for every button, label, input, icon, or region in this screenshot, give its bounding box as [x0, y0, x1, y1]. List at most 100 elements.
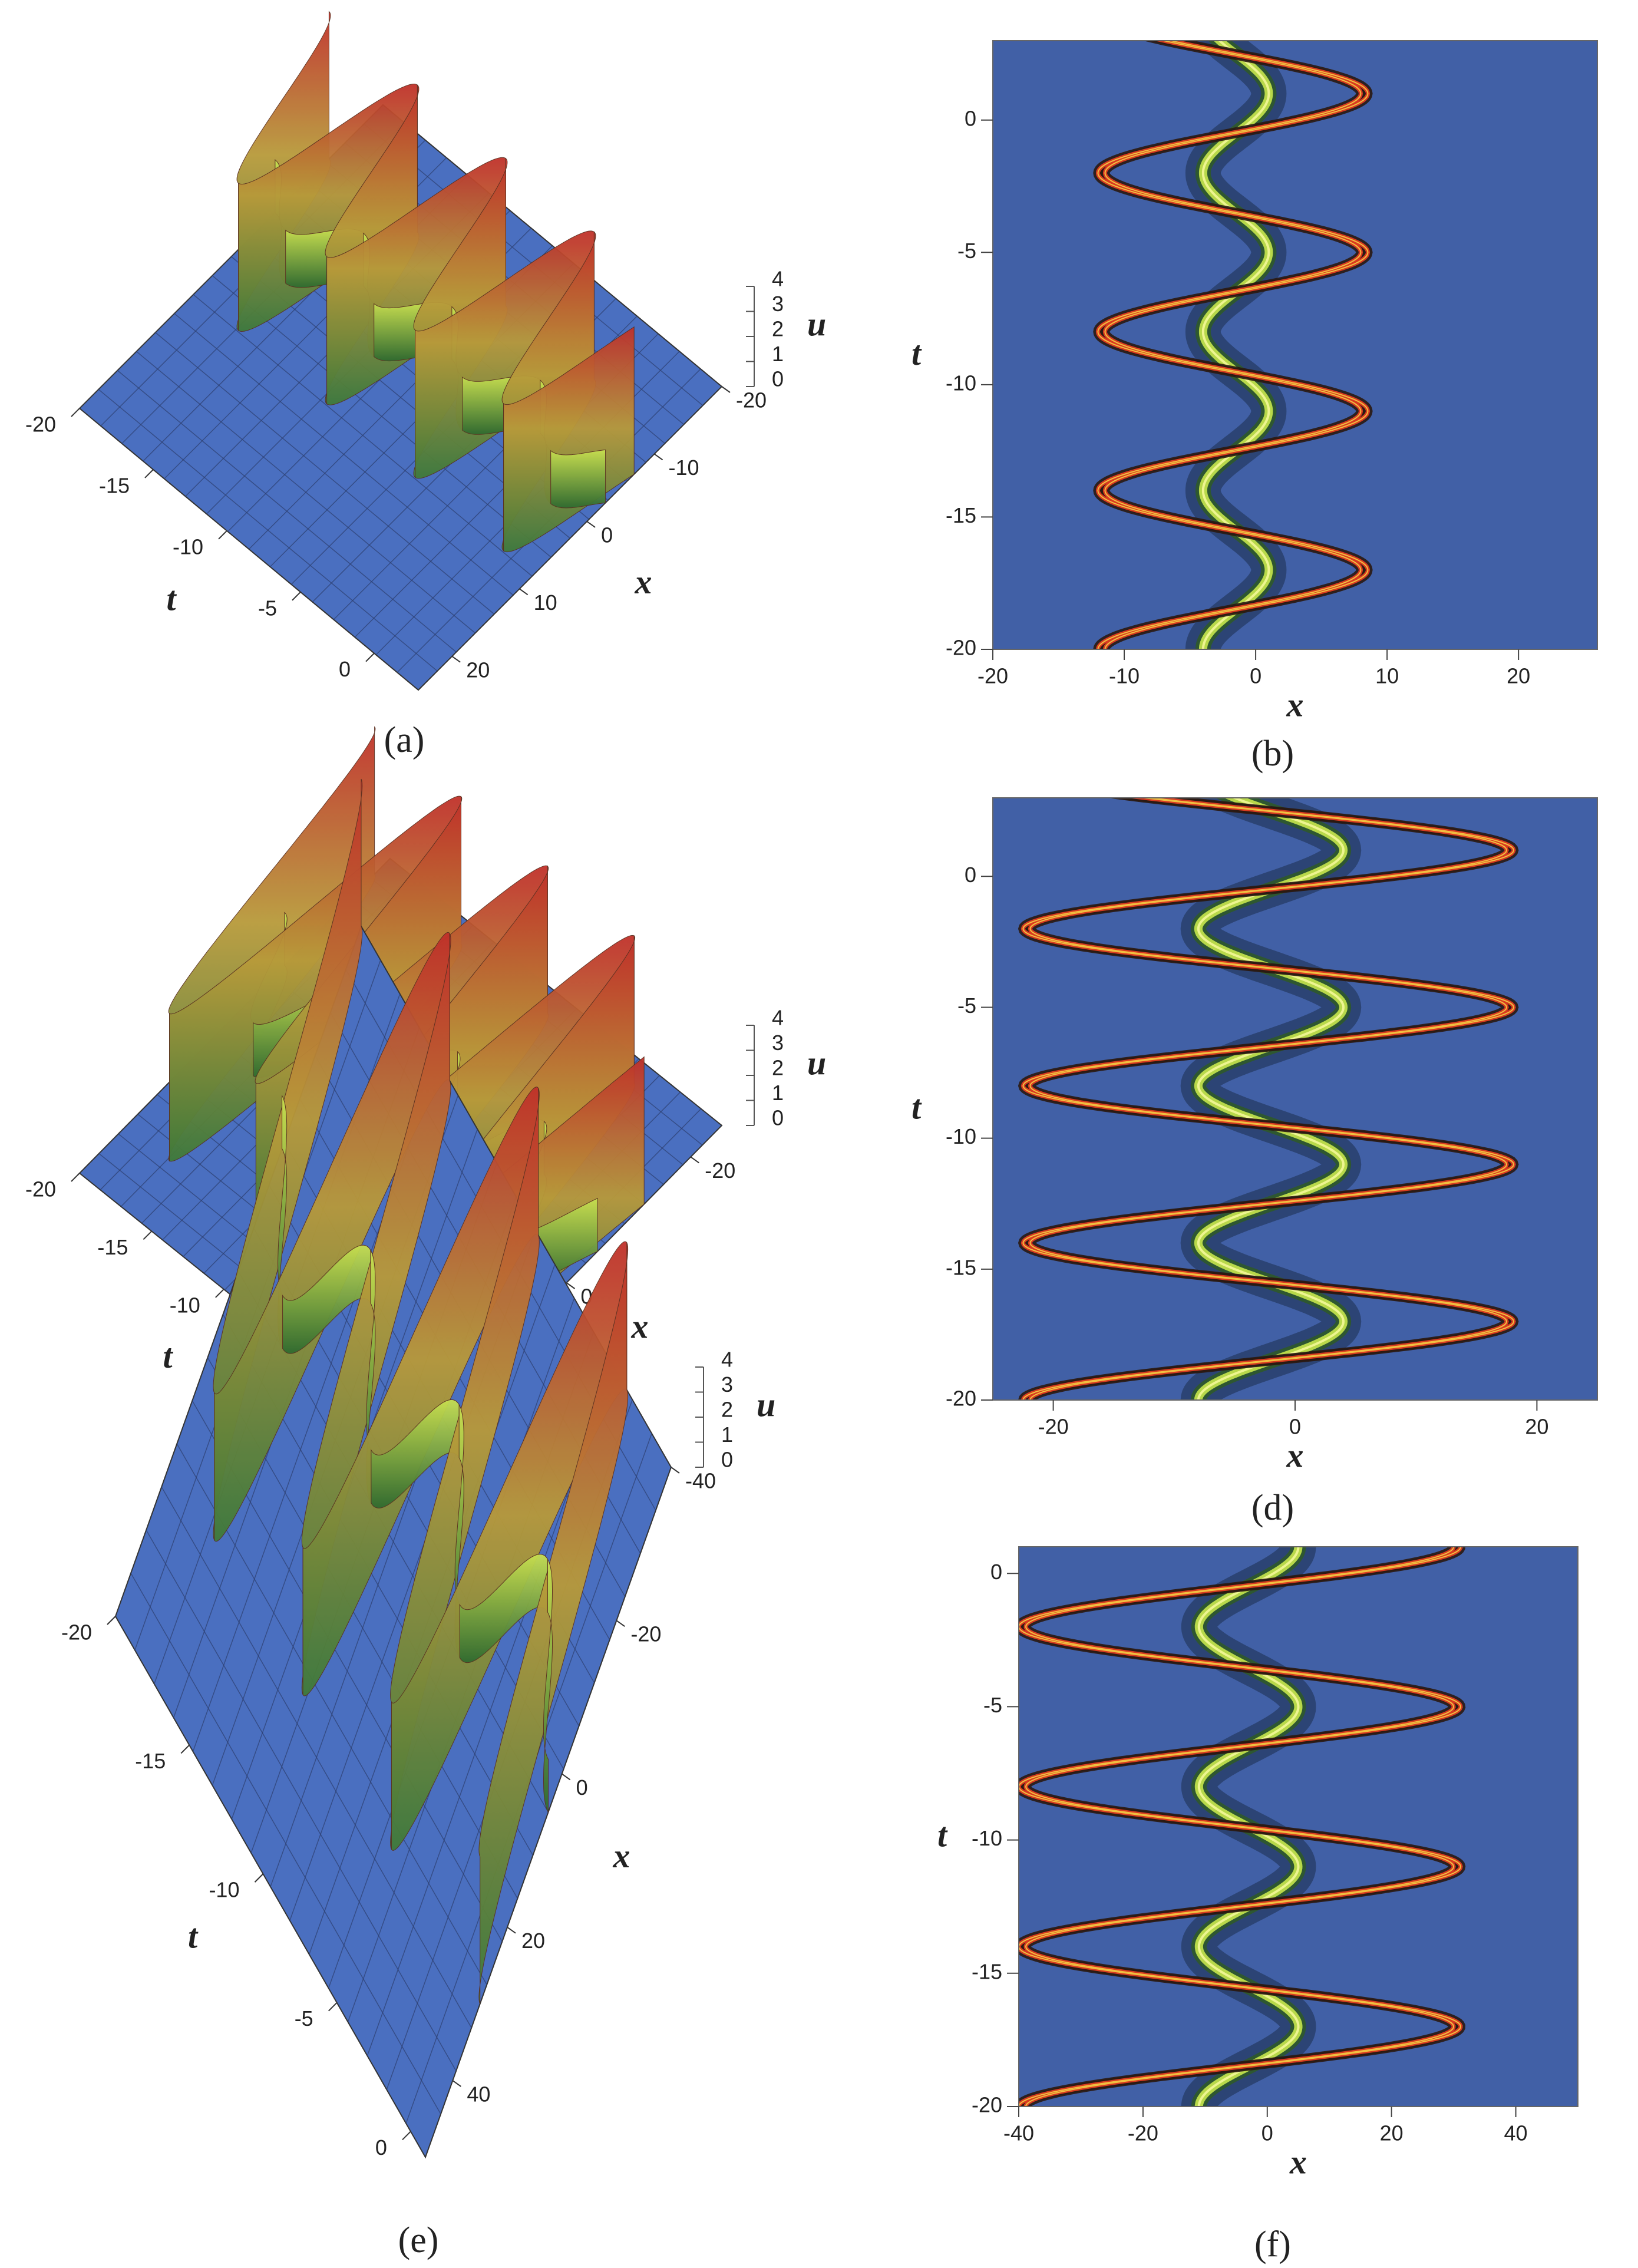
x-tick-label: -40: [685, 1469, 716, 1493]
y-tick-label: -5: [258, 596, 277, 620]
y-tick: [107, 1616, 116, 1625]
outer-soliton: [1029, 798, 1515, 1400]
z-tick-label: 2: [772, 317, 784, 341]
y-tick-label: -15: [135, 1749, 166, 1773]
y-tick-label: -15: [97, 1235, 128, 1259]
outer-soliton: [1097, 41, 1362, 649]
inner-soliton: [1201, 41, 1270, 649]
x-tick: [451, 655, 461, 663]
x-axis-label: x: [1286, 685, 1304, 724]
z-tick-label: 4: [772, 1006, 784, 1030]
y-tick-label: 0: [965, 106, 976, 130]
x-tick: [616, 1620, 625, 1627]
y-tick: [292, 592, 301, 601]
z-tick-label: 3: [721, 1372, 733, 1397]
x-tick-label: 20: [1507, 664, 1530, 688]
z-tick-label: 0: [772, 1106, 784, 1130]
panel-label: (f): [1254, 2224, 1291, 2264]
x-tick: [566, 1282, 576, 1289]
frame: [1018, 1546, 1578, 2107]
x-tick-label: 10: [1375, 664, 1399, 688]
z-tick-label: 4: [772, 267, 784, 291]
x-tick-label: 20: [466, 658, 490, 682]
y-tick-label: -5: [983, 1693, 1002, 1717]
y-tick-label: -5: [957, 993, 976, 1018]
y-tick-label: -15: [99, 473, 130, 497]
y-tick: [143, 1230, 153, 1240]
field: [1018, 798, 1519, 1400]
x-axis-label: x: [635, 563, 652, 601]
y-axis-label: t: [167, 579, 177, 618]
plot-area: [993, 41, 1597, 649]
x-tick-label: -20: [1038, 1415, 1069, 1439]
y-tick-label: -10: [972, 1826, 1002, 1850]
inner-soliton: [1197, 798, 1345, 1400]
y-tick: [328, 2002, 338, 2012]
outer-soliton: [1022, 798, 1508, 1400]
outer-soliton: [1104, 41, 1369, 649]
z-tick-label: 1: [772, 342, 784, 366]
z-axis-label: u: [807, 305, 826, 343]
soliton-wall: [478, 1242, 629, 2004]
y-tick: [144, 469, 154, 478]
field: [1019, 1547, 1466, 2107]
z-tick-label: 1: [772, 1081, 784, 1105]
z-tick-label: 0: [772, 367, 784, 391]
z-tick-label: 0: [721, 1448, 733, 1472]
frame: [992, 40, 1598, 650]
y-tick-label: -15: [972, 1959, 1002, 1983]
x-tick: [519, 588, 529, 596]
x-tick: [562, 1773, 571, 1781]
x-axis-label: x: [631, 1307, 649, 1345]
panel-label: (a): [384, 720, 425, 760]
y-tick: [71, 1173, 80, 1182]
y-tick-label: -10: [170, 1293, 200, 1317]
x-tick-label: -10: [669, 455, 699, 480]
x-tick: [690, 1156, 699, 1164]
z-tick-label: 3: [772, 292, 784, 316]
y-tick: [215, 1289, 224, 1298]
x-tick-label: 20: [1380, 2121, 1403, 2145]
x-tick-label: -10: [1109, 664, 1140, 688]
y-tick: [71, 408, 80, 417]
soliton-ridge: [543, 1559, 553, 1813]
x-tick-label: -20: [1128, 2121, 1158, 2145]
y-axis-label: t: [912, 334, 922, 372]
y-tick-label: -20: [25, 1177, 56, 1201]
z-axis-label: u: [807, 1044, 826, 1082]
x-tick: [507, 1926, 516, 1934]
y-tick-label: -5: [295, 2006, 313, 2031]
x-tick: [671, 1467, 680, 1474]
panel-label: (e): [398, 2220, 439, 2260]
x-tick: [653, 453, 663, 461]
y-tick-label: -20: [946, 636, 976, 660]
y-axis-label: t: [912, 1088, 922, 1126]
x-axis-label: x: [1286, 1436, 1304, 1474]
x-tick-label: 0: [1261, 2121, 1273, 2145]
x-tick: [721, 386, 731, 393]
z-tick-label: 4: [721, 1348, 733, 1372]
y-tick-label: -5: [957, 239, 976, 263]
z-tick-label: 2: [721, 1398, 733, 1422]
y-tick-label: -20: [972, 2093, 1002, 2117]
x-tick: [586, 521, 596, 528]
x-tick-label: -20: [736, 388, 767, 412]
x-tick-label: 20: [1525, 1415, 1548, 1439]
y-tick-label: -10: [209, 1878, 239, 1902]
x-axis-label: x: [1289, 2142, 1307, 2181]
y-tick-label: 0: [375, 2135, 387, 2160]
x-tick-label: 40: [467, 2082, 490, 2106]
y-tick-label: 0: [965, 863, 976, 887]
y-tick: [365, 652, 375, 662]
x-tick-label: -20: [705, 1158, 735, 1183]
x-tick-label: 0: [576, 1775, 588, 1800]
field: [1093, 41, 1373, 649]
y-tick-label: -15: [946, 503, 976, 527]
x-tick-label: 40: [1504, 2121, 1528, 2145]
x-tick-label: 0: [601, 523, 613, 547]
z-tick-label: 1: [721, 1422, 733, 1447]
y-tick: [402, 2131, 411, 2140]
y-tick-label: -20: [61, 1620, 92, 1645]
y-tick: [180, 1744, 190, 1754]
